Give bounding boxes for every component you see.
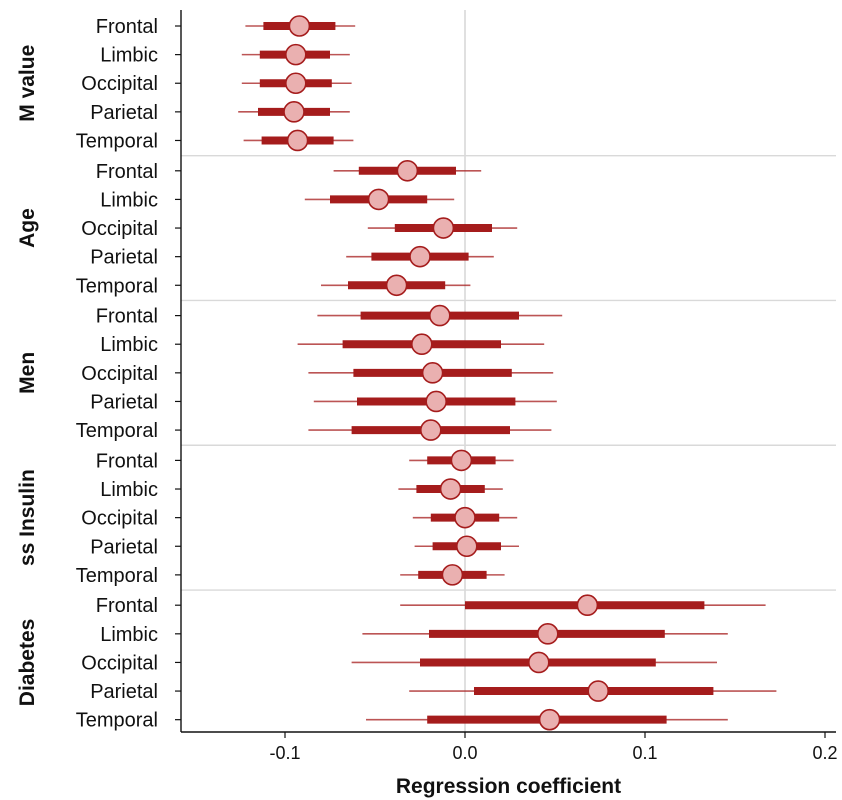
point-estimate — [454, 506, 476, 529]
row-label: Temporal — [76, 420, 158, 442]
row-label: Limbic — [100, 624, 158, 646]
row-label: Limbic — [100, 45, 158, 67]
x-tick-label: 0.0 — [452, 743, 477, 763]
group-label: Men — [16, 352, 39, 394]
row-label: Frontal — [96, 595, 158, 617]
row-label: Frontal — [96, 161, 158, 183]
x-tick-label: 0.2 — [812, 743, 837, 763]
group-label: M value — [16, 45, 39, 122]
point-estimate — [425, 390, 448, 413]
row-label: Occipital — [81, 652, 158, 674]
point-estimate — [587, 680, 610, 702]
group-label: ss Insulin — [16, 469, 39, 566]
x-tick-label: 0.1 — [632, 743, 657, 763]
point-estimate — [410, 333, 433, 356]
point-estimate — [288, 15, 311, 37]
point-estimate — [439, 478, 462, 500]
row-label: Occipital — [81, 218, 158, 240]
point-estimate — [576, 594, 599, 617]
row-label: Frontal — [96, 450, 158, 472]
group-label: Diabetes — [16, 619, 39, 707]
row-label: Temporal — [76, 565, 158, 587]
point-estimate — [441, 564, 464, 586]
x-tick-label: -0.1 — [269, 743, 300, 763]
point-estimate — [536, 623, 559, 645]
x-axis: -0.1 0.0 0.1 0.2 — [175, 10, 838, 763]
row-label: Parietal — [90, 247, 158, 269]
row-label: Parietal — [90, 102, 158, 124]
point-estimate — [527, 651, 550, 674]
point-estimate — [432, 217, 455, 239]
point-estimate — [421, 362, 444, 384]
row-label: Parietal — [90, 681, 158, 703]
row-label: Frontal — [96, 16, 158, 38]
point-estimate — [284, 72, 307, 95]
row-label: Limbic — [100, 334, 158, 356]
labels-layer: M value Frontal Limbic Occipital Parietal Tem… — [16, 16, 158, 732]
row-label: Parietal — [90, 391, 158, 413]
row-label: Temporal — [76, 275, 158, 297]
row-label: Temporal — [76, 710, 158, 732]
point-estimate — [385, 274, 408, 297]
marks-layer — [238, 15, 777, 731]
point-estimate — [419, 419, 442, 441]
point-estimate — [283, 101, 305, 123]
row-label: Occipital — [81, 73, 158, 95]
point-estimate — [450, 449, 473, 472]
point-estimate — [538, 708, 561, 731]
point-estimate — [409, 245, 431, 268]
point-estimate — [455, 535, 478, 558]
point-estimate — [284, 43, 307, 66]
row-label: Limbic — [100, 189, 158, 211]
group-label: Age — [16, 208, 39, 248]
point-estimate — [286, 129, 309, 152]
point-estimate — [367, 188, 390, 211]
x-axis-title: Regression coefficient — [396, 775, 621, 798]
row-label: Temporal — [76, 130, 158, 152]
row-label: Parietal — [90, 536, 158, 558]
row-label: Frontal — [96, 306, 158, 328]
point-estimate — [396, 160, 419, 182]
row-label: Occipital — [81, 363, 158, 385]
row-label: Occipital — [81, 508, 158, 530]
row-label: Limbic — [100, 479, 158, 501]
point-estimate — [428, 304, 451, 327]
